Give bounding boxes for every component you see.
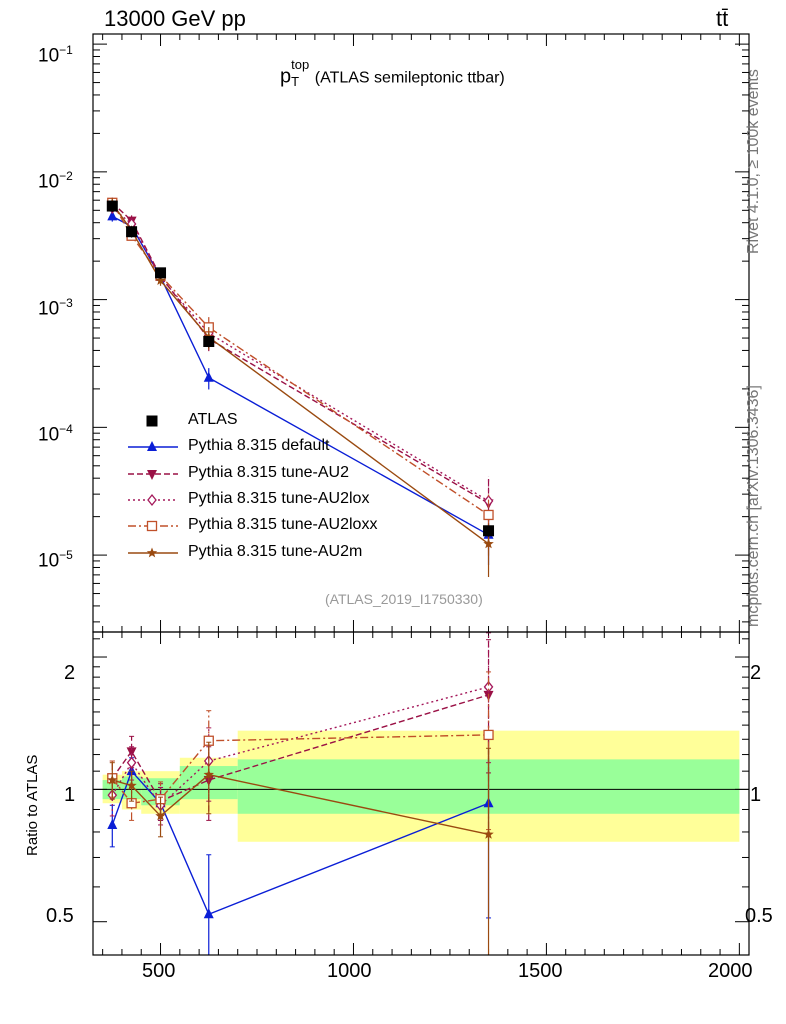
x-tick-label: 500 [142,960,176,982]
series-point-ratio [483,828,494,839]
data-point [126,226,138,238]
x-tick-label: 2000 [708,960,753,982]
data-point [106,200,118,212]
title-superscript: top [291,57,310,72]
ratio-tick-label-right: 2 [750,662,762,684]
legend-label-au2loxx: Pythia 8.315 tune-AU2loxx [188,516,378,533]
series-point-ratio [126,765,137,776]
y-tick-label: 10−4 [38,422,73,446]
series-point-ratio [126,756,137,769]
y-tick-label: 10−3 [38,296,73,320]
analysis-id: (ATLAS_2019_I1750330) [325,591,483,607]
title-description: (ATLAS semileptonic ttbar) [314,69,505,87]
legend-marker [146,520,158,532]
series-point-main [483,509,494,521]
series-point-ratio [483,729,494,741]
ratio-tick-label-right: 1 [750,784,762,806]
series-point-main [483,538,494,549]
ratio-y-axis-label: Ratio to ATLAS [24,754,41,856]
data-point [155,267,167,279]
legend-label-au2: Pythia 8.315 tune-AU2 [188,464,349,481]
series-point-ratio [107,818,118,829]
y-tick-label: 10−5 [38,548,73,572]
series-point-ratio [203,769,214,780]
legend-marker [147,441,157,451]
ratio-tick-label-right: 0.5 [745,905,773,927]
series-line-ratio [111,686,489,807]
data-point [203,335,215,347]
title-variable: p [280,65,292,88]
plot-title: p top T (ATLAS semileptonic ttbar) [280,58,505,92]
y-tick-label: 10−1 [38,43,73,67]
series-point-ratio [126,747,137,758]
ratio-tick-label: 2 [64,662,76,684]
x-tick-label: 1000 [327,960,372,982]
series-point-ratio [155,810,166,821]
legend-label-au2lox: Pythia 8.315 tune-AU2lox [188,490,370,507]
process-label: tt̄ [716,6,729,31]
legend-marker-atlas [146,415,158,427]
rivet-version-label: Rivet 4.1.0, ≥ 100k events [745,69,762,254]
data-points-layer [106,200,495,537]
legend-markers [128,415,178,558]
ratio-plot-frame [92,631,750,956]
series-point-main [155,275,166,285]
data-point [483,525,495,537]
main-axis-ticks [93,34,749,632]
y-tick-label: 10−2 [38,169,73,193]
ratio-series-layer [107,632,494,956]
series-point-main [107,210,118,221]
legend-label-atlas: ATLAS [188,411,238,428]
legend-label-au2m: Pythia 8.315 tune-AU2m [188,543,363,560]
series-point-ratio [126,780,137,790]
ratio-tick-label: 1 [64,784,76,806]
mcplots-credit: mcplots.cern.ch [arXiv:1306.3436] [745,385,762,627]
series-point-main [203,371,214,382]
title-subscript: T [291,74,300,89]
series-point-ratio [483,680,494,693]
legend-marker [146,547,158,558]
x-tick-label: 1500 [518,960,563,982]
energy-label: 13000 GeV pp [104,6,246,31]
ratio-tick-label: 0.5 [46,905,74,927]
legend-marker [147,470,157,480]
series-point-ratio [203,908,214,919]
series-point-ratio [107,774,118,785]
legend-label-default: Pythia 8.315 default [188,437,330,454]
legend-marker [147,493,157,507]
